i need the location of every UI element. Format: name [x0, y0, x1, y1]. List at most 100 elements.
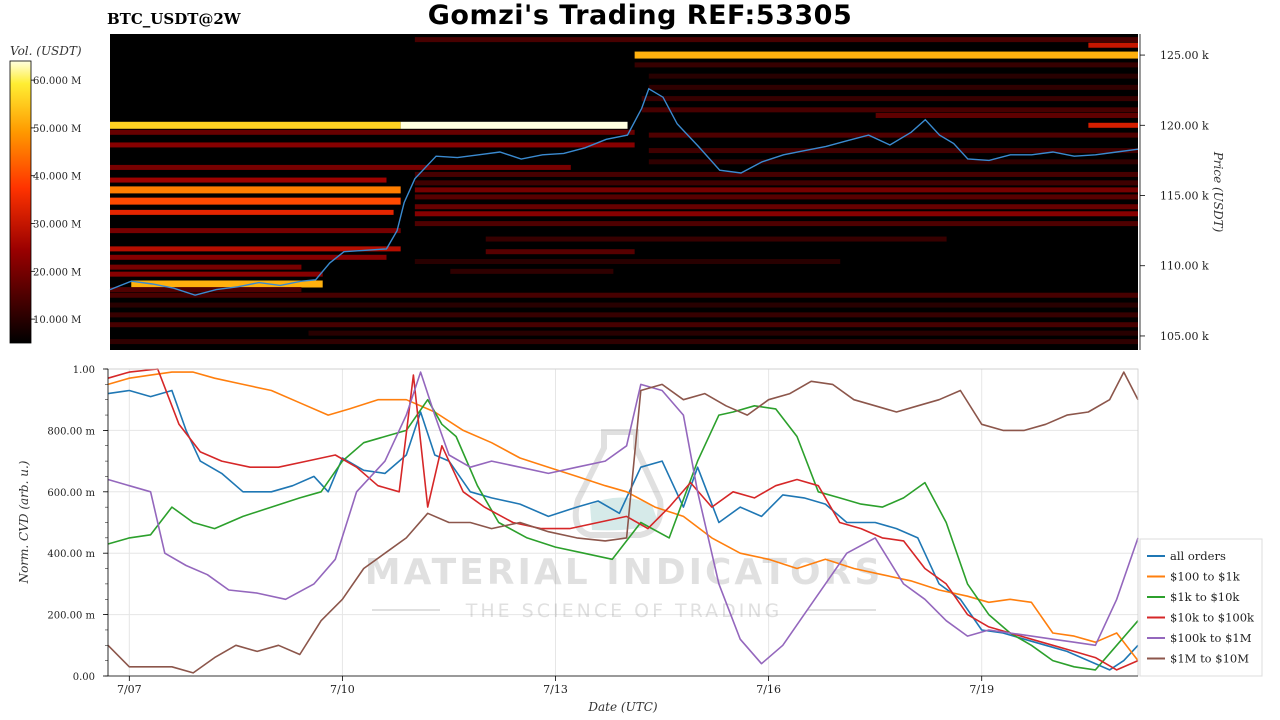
heat-band	[450, 268, 614, 274]
heat-band	[648, 73, 1138, 79]
legend-box	[1139, 538, 1263, 677]
heat-band	[110, 302, 1138, 308]
colorbar-tick-label: 10.000 M	[33, 315, 81, 326]
price-tick-label: 110.00 k	[1160, 260, 1209, 273]
heat-band	[110, 246, 401, 252]
heat-band	[1088, 122, 1138, 128]
cvd-x-tick-label: 7/19	[969, 683, 994, 696]
colorbar-tick-label: 20.000 M	[33, 267, 81, 278]
colorbar-ticks: 10.000 M 20.000 M 30.000 M 40.000 M 50.000 M…	[31, 76, 81, 326]
heat-band	[648, 84, 1138, 90]
legend-entry: $10k to $100k	[1170, 611, 1255, 625]
heat-band	[110, 254, 387, 260]
colorbar-tick-label: 30.000 M	[33, 220, 81, 231]
cvd-series-line	[107, 368, 1139, 671]
legend-entry: all orders	[1170, 549, 1226, 563]
cvd-panel: MATERIAL INDICATORS THE SCIENCE OF TRADI…	[17, 365, 1263, 714]
colorbar-tick-label: 60.000 M	[33, 76, 81, 87]
price-axis-label: Price (USDT)	[1211, 151, 1225, 233]
heat-band	[648, 159, 1138, 165]
price-tick-label: 125.00 k	[1160, 49, 1209, 62]
cvd-y-tick-label: 600.00 m	[47, 488, 95, 499]
page-title: Gomzi's Trading REF:53305	[427, 0, 853, 31]
heat-band	[648, 148, 1138, 154]
heat-band	[875, 112, 1138, 118]
colorbar-tick-label: 40.000 M	[33, 172, 81, 183]
heat-band	[110, 197, 401, 205]
heat-band	[110, 177, 387, 183]
cvd-x-tick-label: 7/13	[543, 683, 568, 696]
heat-band	[485, 236, 947, 242]
heat-band	[110, 264, 302, 270]
heat-band	[110, 186, 401, 194]
heat-band	[110, 142, 635, 148]
pair-label: BTC_USDT@2W	[107, 10, 241, 28]
colorbar-label: Vol. (USDT)	[10, 44, 82, 58]
heat-band	[634, 51, 1138, 59]
heat-band	[110, 292, 1138, 298]
cvd-series-line	[107, 371, 1139, 674]
heat-band	[1088, 42, 1138, 48]
heatmap-panel: 105.00 k 110.00 k 115.00 k 120.00 k 125.00 k…	[109, 34, 1225, 350]
heat-band	[414, 221, 1138, 227]
cvd-series-line	[107, 398, 1139, 671]
heat-band	[641, 107, 1138, 113]
price-tick-label: 115.00 k	[1160, 190, 1209, 203]
legend-entry: $1k to $10k	[1170, 590, 1240, 604]
heat-band	[131, 280, 323, 288]
price-axis: 105.00 k 110.00 k 115.00 k 120.00 k 125.00 k	[1139, 34, 1209, 350]
legend: all orders $100 to $1k $1k to $10k $10k to …	[1139, 538, 1263, 677]
heat-band	[414, 204, 1138, 210]
watermark-tagline: THE SCIENCE OF TRADING	[465, 600, 783, 622]
cvd-series-line	[107, 371, 1139, 665]
heat-band	[485, 249, 635, 255]
heat-band	[414, 171, 1138, 177]
cvd-x-tick-label: 7/07	[117, 683, 142, 696]
legend-entry: $100k to $1M	[1170, 631, 1252, 645]
heat-band	[110, 271, 323, 277]
legend-entry: $100 to $1k	[1170, 570, 1241, 584]
heat-band	[400, 121, 628, 129]
cvd-lines	[107, 368, 1139, 674]
cvd-x-tick-label: 7/16	[756, 683, 781, 696]
cvd-y-tick-label: 1.00	[73, 365, 95, 376]
cvd-axes: 0.00 200.00 m 400.00 m 600.00 m 800.00 m 1.00…	[47, 365, 1138, 696]
heat-band	[414, 37, 1138, 43]
cvd-series-line	[107, 371, 1139, 662]
heat-band	[414, 211, 1138, 217]
heat-band	[110, 228, 401, 234]
cvd-x-tick-label: 7/10	[330, 683, 355, 696]
heat-band	[308, 330, 1138, 336]
heat-band	[110, 312, 1138, 318]
cvd-plot-area	[108, 369, 1138, 676]
cvd-y-tick-label: 800.00 m	[47, 426, 95, 437]
cvd-y-axis-label: Norm. CVD (arb. u.)	[17, 460, 31, 584]
legend-entry: $1M to $10M	[1170, 652, 1249, 666]
watermark-brand: MATERIAL INDICATORS	[365, 552, 884, 593]
price-line	[109, 87, 1139, 296]
price-tick-label: 120.00 k	[1160, 119, 1209, 132]
volume-colorbar: Vol. (USDT) 10.000 M 20.000 M 30.000 M 40.0…	[9, 44, 82, 344]
heatmap-bands	[110, 37, 1138, 345]
heat-band	[110, 322, 1138, 328]
heat-band	[634, 62, 1138, 68]
cvd-y-tick-label: 0.00	[73, 672, 95, 683]
heat-band	[414, 194, 1138, 200]
heat-band	[648, 132, 1138, 138]
heat-band	[414, 187, 1138, 193]
heat-band	[110, 121, 401, 129]
cvd-series-line	[107, 389, 1139, 671]
heat-band	[641, 96, 1138, 102]
cvd-x-axis-label: Date (UTC)	[587, 700, 657, 714]
colorbar-gradient	[9, 60, 32, 344]
heat-band	[110, 209, 394, 215]
heat-band	[110, 164, 571, 170]
heat-band	[110, 339, 1138, 345]
price-tick-label: 105.00 k	[1160, 330, 1209, 343]
colorbar-tick-label: 50.000 M	[33, 124, 81, 135]
cvd-y-tick-label: 200.00 m	[47, 611, 95, 622]
heat-band	[414, 259, 841, 265]
cvd-y-tick-label: 400.00 m	[47, 549, 95, 560]
heat-band	[110, 129, 635, 135]
